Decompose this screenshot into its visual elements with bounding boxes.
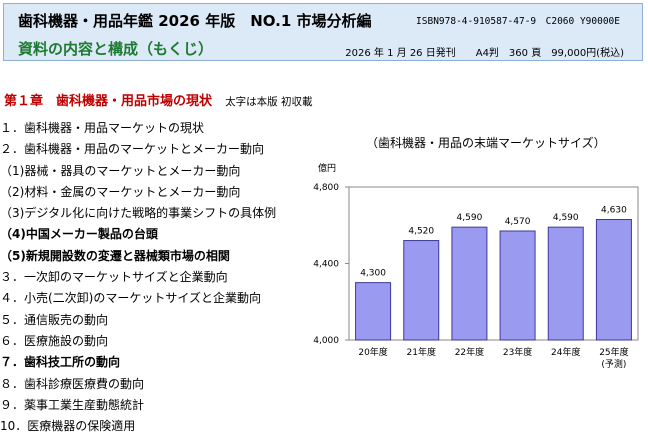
toc-item: ３．一次卸のマーケットサイズと企業動向 <box>0 270 228 285</box>
toc-item: ９．薬事工業生産動態統計 <box>0 397 145 412</box>
data-label: 4,630 <box>601 206 627 216</box>
bar <box>547 226 584 341</box>
bar <box>595 219 632 341</box>
toc-item: ８．歯科診療医療費の動向 <box>0 376 145 391</box>
plot-frame <box>348 186 639 341</box>
x-tick-label: 22年度 <box>455 346 484 358</box>
toc-item: ５．通信販売の動向 <box>0 312 109 327</box>
chart-title: （歯科機器・用品の末端マーケットサイズ） <box>366 136 606 150</box>
data-label: 4,570 <box>505 217 531 227</box>
y-tick-label: 4,000 <box>313 336 339 346</box>
data-label: 4,300 <box>360 269 386 279</box>
chapter-heading: 第１章 歯科機器・用品市場の現状 太字は本版 初収載 <box>4 90 312 109</box>
publication-info: 2026 年 1 月 26 日発刊 A4判 360 頁 99,000円(税込) <box>345 48 624 59</box>
bar <box>355 282 392 341</box>
x-tick-note: (予測) <box>601 358 626 370</box>
x-tick-label: 21年度 <box>407 346 436 358</box>
toc-item: ６．医療施設の動向 <box>0 333 109 348</box>
toc-item: １．歯科機器・用品マーケットの現状 <box>0 121 205 135</box>
y-axis-label: 億円 <box>318 162 336 174</box>
toc-item: （4)中国メーカー製品の台頭 <box>0 227 158 242</box>
chapter-note: 太字は本版 初収載 <box>225 96 313 108</box>
data-label: 4,590 <box>457 213 483 223</box>
isbn-code: ISBN978-4-910587-47-9 C2060 Y90000E <box>416 16 620 27</box>
x-tick-label: 23年度 <box>503 346 532 358</box>
toc-item: （2)材料・金属のマーケットとメーカー動向 <box>0 184 241 199</box>
x-tick-label: 24年度 <box>551 346 580 358</box>
toc-item: （1)器械・器具のマーケットとメーカー動向 <box>0 163 241 178</box>
toc-item: （5)新規開設数の変遷と器械類市場の相関 <box>0 248 230 263</box>
toc-item: （3)デジタル化に向けた戦略的事業シフトの具体例 <box>0 206 277 221</box>
page-subtitle: 資料の内容と構成（もくじ） <box>18 40 214 58</box>
toc-item: ７．歯科技工所の動向 <box>0 355 121 370</box>
book-title: 歯科機器・用品年鑑 2026 年版 NO.1 市場分析編 <box>18 12 372 30</box>
x-tick-label: 25年度 <box>599 346 628 358</box>
bar <box>451 226 488 341</box>
toc-item: ２．歯科機器・用品のマーケットとメーカー動向 <box>0 142 265 157</box>
x-tick-label: 20年度 <box>358 346 387 358</box>
y-tick-label: 4,400 <box>313 260 339 270</box>
bar <box>403 240 440 341</box>
data-label: 4,520 <box>408 227 434 237</box>
header-banner: 歯科機器・用品年鑑 2026 年版 NO.1 市場分析編 ISBN978-4-9… <box>3 3 643 61</box>
table-of-contents: １．歯科機器・用品マーケットの現状 ２．歯科機器・用品のマーケットとメーカー動向… <box>0 118 276 437</box>
toc-item: 10．医療機器の保険適用 <box>0 419 136 434</box>
data-label: 4,590 <box>553 213 579 223</box>
y-tick-label: 4,800 <box>313 183 339 193</box>
chapter-title: 第１章 歯科機器・用品市場の現状 <box>4 94 213 109</box>
bar <box>499 230 536 341</box>
toc-item: ４．小売(二次卸)のマーケットサイズと企業動向 <box>0 291 262 306</box>
